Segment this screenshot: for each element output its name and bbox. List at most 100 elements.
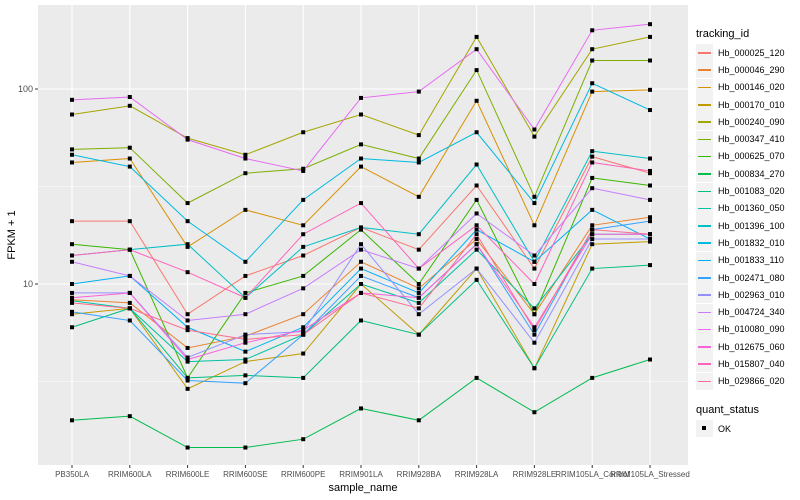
data-point [127, 164, 132, 169]
data-point [70, 418, 74, 423]
data-point [532, 127, 537, 132]
data-point [532, 134, 537, 139]
data-point [185, 270, 190, 275]
data-point [243, 359, 248, 364]
legend-label: Hb_029866_020 [718, 376, 785, 387]
data-point [474, 242, 479, 247]
legend-label: Hb_000625_070 [718, 151, 785, 162]
data-point [532, 312, 537, 317]
x-axis-label: sample_name [328, 482, 397, 494]
legend-key [696, 372, 713, 390]
data-point [243, 259, 248, 264]
data-point [532, 253, 537, 258]
plot-panel [38, 5, 688, 465]
data-point [243, 373, 248, 378]
data-point [648, 87, 652, 92]
legend-key [696, 44, 713, 62]
data-point [359, 247, 363, 252]
legend-label: Hb_000170_010 [718, 99, 785, 110]
data-point [243, 290, 248, 295]
data-point [70, 295, 74, 300]
legend-key [696, 286, 713, 304]
legend-label: Hb_000834_270 [718, 168, 785, 179]
data-point [301, 328, 306, 333]
data-point [416, 156, 421, 161]
legend-label: Hb_001832_010 [718, 237, 785, 248]
legend-label: Hb_001396_100 [718, 220, 785, 231]
data-point [359, 282, 363, 286]
data-point [590, 375, 595, 380]
data-point [416, 312, 421, 317]
legend-item: Hb_012675_060 [696, 338, 785, 356]
data-point [474, 237, 479, 242]
legend-item: Hb_000625_070 [696, 147, 785, 165]
legend-item: Hb_001833_110 [696, 251, 785, 269]
data-point [185, 137, 190, 142]
data-point [70, 312, 74, 317]
data-point [532, 328, 537, 333]
data-point [185, 328, 190, 333]
data-point [185, 201, 190, 206]
legend-key [696, 303, 713, 321]
data-point [590, 47, 595, 52]
legend-item: Hb_000240_090 [696, 113, 785, 131]
data-point [70, 152, 74, 157]
legend-key [696, 147, 713, 165]
x-tick-label: RRIM600SE [223, 470, 267, 479]
data-point [185, 244, 190, 249]
data-point [127, 306, 132, 311]
data-point [474, 47, 479, 52]
data-point [590, 186, 595, 191]
data-point [70, 242, 74, 247]
data-point [648, 357, 652, 362]
data-point [416, 282, 421, 286]
legend-label: Hb_002471_080 [718, 272, 785, 283]
legend-item: Hb_001083_020 [696, 182, 785, 200]
data-point [185, 445, 190, 450]
data-point [70, 282, 74, 286]
data-point [359, 273, 363, 278]
legend-label: Hb_000025_120 [718, 47, 785, 58]
data-point [301, 223, 306, 228]
data-point [359, 112, 363, 117]
data-point [532, 201, 537, 206]
data-point [648, 22, 652, 27]
data-point [590, 89, 595, 94]
data-point [70, 298, 74, 303]
data-point [474, 34, 479, 39]
data-point [185, 219, 190, 224]
legend-key [696, 96, 713, 114]
data-point [416, 306, 421, 311]
data-point [590, 58, 595, 63]
data-point [185, 386, 190, 391]
data-point [301, 286, 306, 291]
data-point [590, 242, 595, 247]
legend-item: Hb_001360_050 [696, 199, 785, 217]
x-tick-label: RRIM928BA [397, 470, 442, 479]
data-point [648, 34, 652, 39]
data-point [301, 351, 306, 356]
y-axis-label: FPKM + 1 [6, 210, 18, 259]
legend-key [696, 78, 713, 96]
data-point [243, 381, 248, 386]
data-point [590, 28, 595, 33]
legend-key [696, 320, 713, 338]
x-tick-label: RRIM105LA_Control [555, 470, 629, 479]
legend-label: Hb_000146_020 [718, 82, 785, 93]
data-point [532, 306, 537, 311]
data-point [648, 58, 652, 63]
legend-item-ok: OK [696, 420, 785, 438]
data-point [648, 215, 652, 220]
data-point [648, 239, 652, 244]
data-point [127, 219, 132, 224]
data-point [185, 325, 190, 330]
y-tick-label: 100 [18, 84, 33, 94]
data-point [648, 197, 652, 202]
data-point [70, 112, 74, 117]
legend-item: Hb_000834_270 [696, 165, 785, 183]
data-point [590, 160, 595, 165]
legend-label-ok: OK [718, 423, 732, 434]
data-point [359, 290, 363, 295]
data-point [185, 375, 190, 380]
